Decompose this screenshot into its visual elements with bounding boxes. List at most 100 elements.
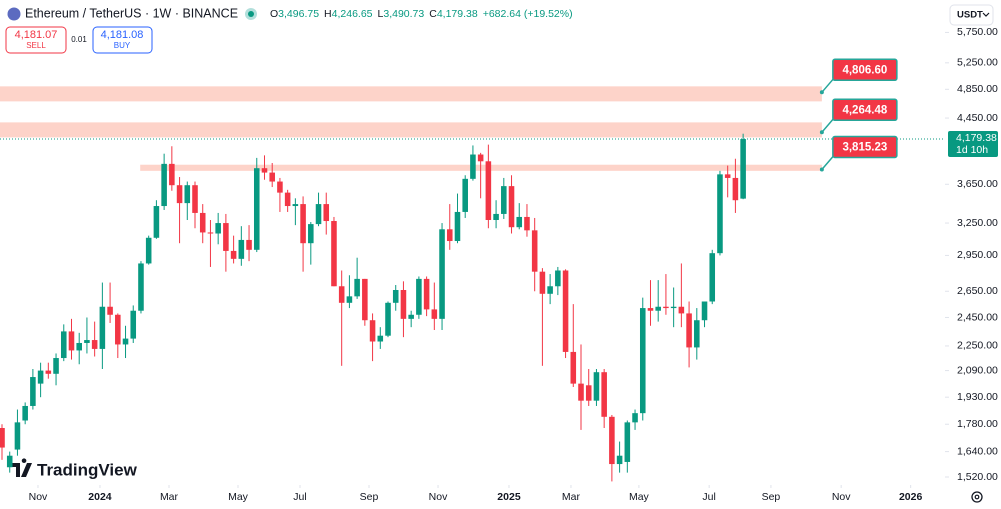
callout-pointer <box>821 117 835 133</box>
sell-price[interactable]: 4,181.07 <box>15 29 58 41</box>
candle-body <box>261 168 268 173</box>
candle-body <box>362 278 368 321</box>
x-tick-label: 2024 <box>88 491 112 503</box>
candle-body <box>709 253 716 302</box>
buy-box[interactable] <box>92 26 153 54</box>
candle-body <box>377 335 384 342</box>
y-tick-label: 5,750.00 <box>957 26 998 38</box>
candle-body <box>37 370 44 384</box>
x-tick-label: Jul <box>702 491 715 503</box>
candle-body <box>516 216 523 228</box>
candle-body <box>0 428 5 448</box>
logo-text[interactable]: TradingView <box>37 460 138 479</box>
candle-body <box>501 186 507 214</box>
y-tick-label: 1,640.00 <box>957 445 998 457</box>
candle-body <box>84 340 90 343</box>
candle-body <box>485 161 492 220</box>
candle-body <box>686 313 692 348</box>
buy-price[interactable]: 4,181.08 <box>101 29 144 41</box>
candle-body <box>238 239 245 259</box>
candle-body <box>524 216 530 231</box>
candle-body <box>169 163 175 186</box>
candle-body <box>616 455 623 465</box>
candle-body <box>145 237 152 264</box>
settings-icon-center[interactable] <box>974 494 980 500</box>
x-tick-label: Nov <box>29 491 48 503</box>
candle-body <box>493 213 499 220</box>
y-tick-label: 2,250.00 <box>957 340 998 352</box>
candle-body <box>153 206 160 238</box>
currency-selector[interactable]: USDT <box>949 4 994 26</box>
settings-button[interactable] <box>971 491 983 503</box>
candle-body <box>315 204 322 225</box>
candle-body <box>230 250 237 259</box>
symbol-icon <box>7 7 21 21</box>
candle-body <box>578 383 584 401</box>
callout-anchor <box>819 167 824 172</box>
callout-anchor <box>819 130 824 135</box>
candle-body <box>130 310 137 339</box>
candle-body <box>562 270 569 352</box>
buy-label[interactable]: BUY <box>114 41 131 50</box>
candle-body <box>439 229 445 319</box>
candle-body <box>138 263 144 311</box>
candle-body <box>176 185 183 204</box>
candle-body <box>369 320 376 342</box>
settings-icon[interactable] <box>971 491 983 503</box>
candle-body <box>555 270 561 287</box>
candle-body <box>446 229 453 242</box>
candle-body <box>207 232 214 234</box>
x-tick-label: Mar <box>160 491 179 503</box>
candle-body <box>454 211 461 242</box>
candle-body <box>60 331 67 359</box>
spread: 0.01 <box>71 35 87 44</box>
candle-body <box>531 230 538 272</box>
symbol-title[interactable]: Ethereum / TetherUS · 1W · BINANCE <box>25 6 238 20</box>
sell-button[interactable]: 4,181.07 SELL <box>5 26 67 54</box>
logo-icon[interactable] <box>9 458 32 477</box>
countdown: 1d 10h <box>956 144 988 156</box>
sell-label[interactable]: SELL <box>26 41 46 50</box>
x-tick-label: Sep <box>360 491 379 503</box>
candle-body <box>539 271 546 294</box>
candle-body <box>323 204 330 222</box>
ohlc-value: 4,246.65 <box>332 8 373 20</box>
candle-body <box>68 331 75 351</box>
callout-label: 3,815.23 <box>842 142 887 154</box>
candle-body <box>392 290 399 303</box>
ohlc-key: H <box>324 8 332 20</box>
candle-body <box>22 405 28 421</box>
candle-body <box>655 306 661 311</box>
x-tick-label: Jul <box>293 491 306 503</box>
tradingview-logo[interactable]: TradingView <box>9 458 138 479</box>
candle-body <box>122 338 129 345</box>
candle-body <box>99 306 106 349</box>
y-tick-label: 3,650.00 <box>957 178 998 190</box>
candle-body <box>408 314 414 319</box>
candle-body <box>624 422 631 462</box>
candle-body <box>593 372 600 401</box>
candle-body <box>115 314 121 345</box>
change: +682.64 (+19.52%) <box>483 8 573 20</box>
candle-body <box>431 309 438 319</box>
y-tick-label: 2,450.00 <box>957 311 998 323</box>
currency-label[interactable]: USDT <box>957 10 983 21</box>
sell-box[interactable] <box>5 26 67 54</box>
last-price-label: 4,179.38 <box>956 132 997 144</box>
callout-box <box>832 98 898 122</box>
candle-body <box>740 139 746 199</box>
buy-button[interactable]: 4,181.08 BUY <box>92 26 153 54</box>
callout-box <box>832 58 898 82</box>
y-tick-label: 2,950.00 <box>957 249 998 261</box>
candle-body <box>416 278 422 315</box>
candle-body <box>701 301 708 321</box>
currency-box[interactable] <box>949 4 994 26</box>
x-tick-label: Mar <box>562 491 581 503</box>
x-tick-label: May <box>228 491 249 503</box>
candle-body <box>647 308 654 311</box>
plot-area <box>0 86 822 482</box>
ohlc-key: O <box>270 8 278 20</box>
x-tick-label: 2026 <box>899 491 923 503</box>
y-tick-label: 1,780.00 <box>957 418 998 430</box>
